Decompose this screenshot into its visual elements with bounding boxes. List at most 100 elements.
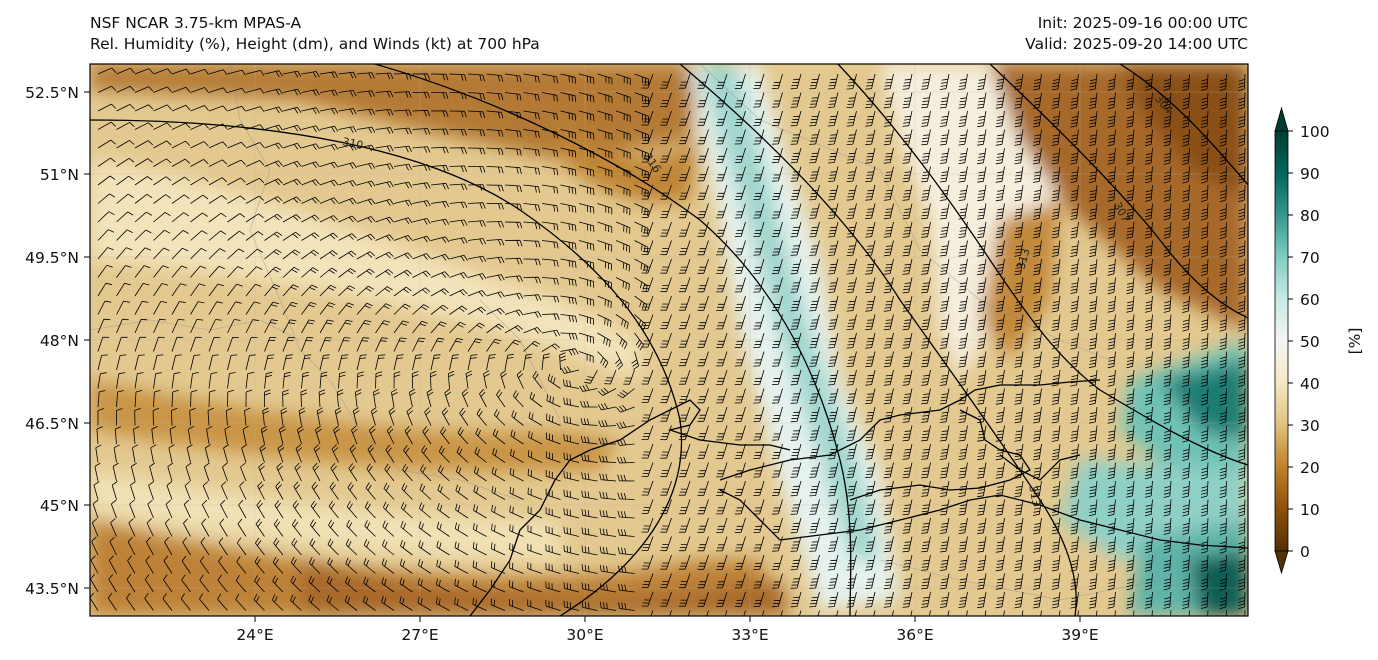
wind-barb <box>430 182 449 190</box>
wind-barb <box>809 110 820 127</box>
wind-barb <box>430 146 449 154</box>
field-title: Rel. Humidity (%), Height (dm), and Wind… <box>90 35 540 53</box>
wind-barb <box>97 193 116 204</box>
wind-barb <box>430 304 449 315</box>
wind-barb <box>1182 332 1190 350</box>
wind-barb <box>264 266 281 278</box>
wind-barb <box>1200 221 1209 239</box>
wind-barb <box>563 434 580 445</box>
wind-barb <box>921 110 931 127</box>
wind-barb <box>865 536 876 553</box>
wind-barb <box>356 72 375 79</box>
wind-barb <box>1144 536 1153 554</box>
wind-barb <box>1033 258 1042 276</box>
wind-barb <box>308 594 321 611</box>
wind-barb <box>1238 203 1246 221</box>
wind-barb <box>491 486 506 500</box>
wind-barb <box>171 283 187 297</box>
wind-barb <box>97 103 117 112</box>
wind-barb <box>412 109 431 117</box>
wind-barb <box>660 110 672 126</box>
wind-barb <box>199 593 210 611</box>
wind-barb <box>131 462 137 482</box>
wind-barb <box>345 576 358 593</box>
wind-barb <box>97 229 115 241</box>
wind-barb <box>697 92 709 108</box>
wind-barb <box>697 499 709 515</box>
wind-barb <box>716 221 728 237</box>
wind-barb <box>697 388 709 404</box>
wind-barb <box>1219 573 1227 591</box>
wind-barb <box>939 147 950 164</box>
wind-barb <box>363 576 376 593</box>
wind-barb <box>977 388 987 405</box>
wind-barb <box>1033 554 1042 572</box>
wind-barb <box>771 462 783 478</box>
wind-barb <box>716 258 728 274</box>
wind-barb <box>490 598 506 611</box>
wind-barb <box>995 314 1005 331</box>
wind-barb <box>412 218 431 225</box>
wind-barb <box>1126 425 1135 443</box>
wind-barb <box>641 388 654 403</box>
wind-barb <box>846 517 857 534</box>
wind-barb <box>1070 277 1079 294</box>
wind-barb <box>617 565 635 574</box>
wind-barb <box>1182 314 1190 332</box>
wind-barb <box>660 221 672 237</box>
wind-barb <box>171 301 186 315</box>
wind-barb <box>319 125 339 133</box>
wind-barb <box>1051 351 1061 368</box>
wind-barb <box>264 142 283 150</box>
wind-barb <box>578 184 595 196</box>
wind-barb <box>541 343 560 352</box>
wind-barb <box>527 580 543 593</box>
wind-barb <box>1219 462 1227 480</box>
colorbar-tick-label: 20 <box>1300 459 1320 477</box>
wind-barb <box>1051 129 1061 146</box>
wind-barb <box>347 482 358 500</box>
wind-barb <box>597 92 613 104</box>
wind-barb <box>771 388 783 404</box>
wind-barb <box>1238 221 1246 240</box>
wind-barb <box>375 72 394 80</box>
wind-barb <box>599 509 617 519</box>
wind-barb <box>1107 110 1116 128</box>
wind-barb <box>641 443 654 459</box>
wind-barb <box>660 591 672 607</box>
wind-barb <box>846 591 857 608</box>
wind-barb <box>200 537 210 556</box>
wind-barb <box>771 443 783 460</box>
wind-barb <box>393 181 413 189</box>
wind-barb <box>430 271 450 278</box>
wind-barb <box>1163 129 1172 147</box>
wind-barb <box>753 277 765 293</box>
wind-barb <box>338 268 356 278</box>
wind-barb <box>190 230 208 241</box>
wind-barb <box>597 221 613 234</box>
wind-barb <box>97 282 113 297</box>
wind-barb <box>809 517 820 534</box>
wind-barb <box>617 474 635 482</box>
wind-barb <box>697 221 709 237</box>
wind-barb <box>381 558 395 574</box>
wind-barb <box>716 443 728 459</box>
wind-barb <box>328 500 339 519</box>
wind-barb <box>188 425 195 445</box>
wind-barb <box>171 389 179 408</box>
wind-barb <box>370 407 378 426</box>
wind-barb <box>716 499 728 515</box>
wind-barb <box>1182 240 1190 258</box>
wind-barb <box>678 92 691 108</box>
colorbar-tick-label: 40 <box>1300 375 1320 393</box>
wind-barb <box>1051 314 1061 331</box>
wind-barb <box>282 371 291 389</box>
wind-barb <box>939 92 950 109</box>
wind-barb <box>449 147 467 154</box>
wind-barb <box>958 369 968 386</box>
wind-barb <box>641 517 654 533</box>
wind-barb <box>578 110 595 122</box>
wind-barb <box>958 425 968 442</box>
wind-barb <box>581 527 598 537</box>
wind-barb <box>272 575 284 593</box>
